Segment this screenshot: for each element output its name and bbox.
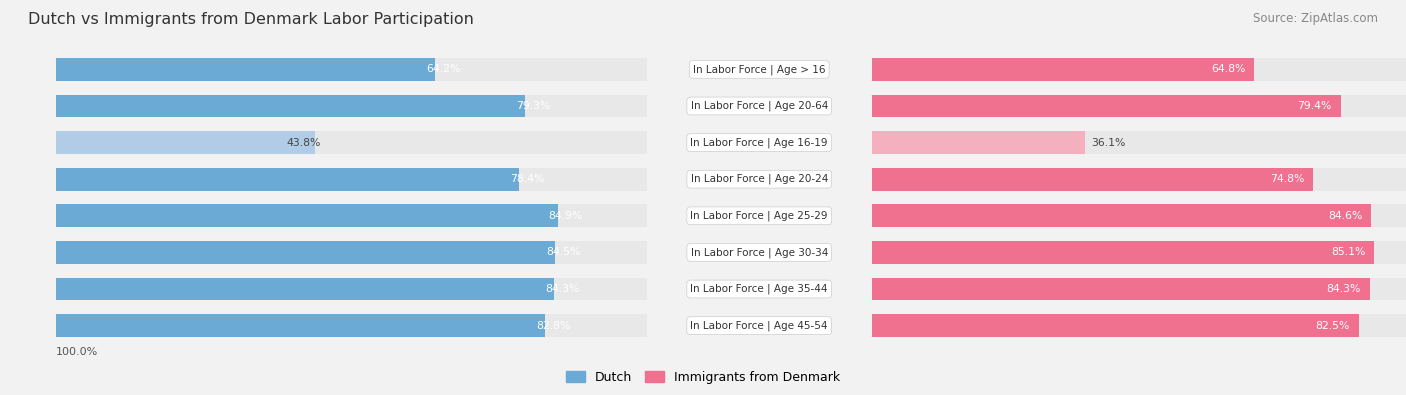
Text: 64.2%: 64.2% <box>426 64 461 74</box>
Text: 74.8%: 74.8% <box>1270 174 1305 184</box>
Legend: Dutch, Immigrants from Denmark: Dutch, Immigrants from Denmark <box>561 366 845 389</box>
Bar <box>56 241 647 264</box>
Bar <box>56 314 647 337</box>
Text: Dutch vs Immigrants from Denmark Labor Participation: Dutch vs Immigrants from Denmark Labor P… <box>28 12 474 27</box>
Text: 79.3%: 79.3% <box>516 101 550 111</box>
Bar <box>872 314 1358 337</box>
Bar <box>56 205 558 227</box>
Text: In Labor Force | Age 30-34: In Labor Force | Age 30-34 <box>690 247 828 258</box>
Text: In Labor Force | Age 25-29: In Labor Force | Age 25-29 <box>690 211 828 221</box>
Text: 79.4%: 79.4% <box>1298 101 1331 111</box>
Bar <box>56 58 647 81</box>
Bar <box>56 168 647 190</box>
Text: In Labor Force | Age 16-19: In Labor Force | Age 16-19 <box>690 137 828 148</box>
Text: 85.1%: 85.1% <box>1331 247 1365 258</box>
Text: 78.4%: 78.4% <box>510 174 544 184</box>
Bar <box>872 278 1406 300</box>
Text: 84.3%: 84.3% <box>1326 284 1361 294</box>
Bar <box>872 131 1085 154</box>
Bar <box>56 95 647 117</box>
Text: 84.3%: 84.3% <box>546 284 579 294</box>
Text: 36.1%: 36.1% <box>1091 137 1125 148</box>
Text: In Labor Force | Age > 16: In Labor Force | Age > 16 <box>693 64 825 75</box>
Text: Source: ZipAtlas.com: Source: ZipAtlas.com <box>1253 12 1378 25</box>
Bar <box>56 241 555 264</box>
Bar <box>872 95 1406 117</box>
Text: 84.9%: 84.9% <box>548 211 583 221</box>
Bar <box>56 168 519 190</box>
Text: 82.5%: 82.5% <box>1316 321 1350 331</box>
Bar <box>872 58 1254 81</box>
Bar <box>872 58 1406 81</box>
Bar <box>56 58 436 81</box>
Text: 84.6%: 84.6% <box>1329 211 1362 221</box>
Bar <box>56 95 524 117</box>
Bar <box>872 168 1313 190</box>
Text: In Labor Force | Age 35-44: In Labor Force | Age 35-44 <box>690 284 828 294</box>
Bar <box>872 168 1406 190</box>
Text: 84.5%: 84.5% <box>547 247 581 258</box>
Bar <box>56 205 647 227</box>
Text: In Labor Force | Age 20-24: In Labor Force | Age 20-24 <box>690 174 828 184</box>
Text: 100.0%: 100.0% <box>56 347 98 357</box>
Text: In Labor Force | Age 20-64: In Labor Force | Age 20-64 <box>690 101 828 111</box>
Bar <box>872 95 1340 117</box>
Bar <box>872 314 1406 337</box>
Bar <box>872 205 1406 227</box>
Bar <box>872 131 1406 154</box>
Text: In Labor Force | Age 45-54: In Labor Force | Age 45-54 <box>690 320 828 331</box>
Bar <box>872 241 1406 264</box>
Bar <box>56 278 647 300</box>
Bar <box>872 241 1374 264</box>
Bar <box>56 131 315 154</box>
Bar <box>56 278 554 300</box>
Text: 43.8%: 43.8% <box>287 137 321 148</box>
Bar <box>56 314 546 337</box>
Bar <box>872 278 1369 300</box>
Bar <box>872 205 1371 227</box>
Text: 82.8%: 82.8% <box>536 321 571 331</box>
Bar <box>56 131 647 154</box>
Text: 64.8%: 64.8% <box>1211 64 1246 74</box>
